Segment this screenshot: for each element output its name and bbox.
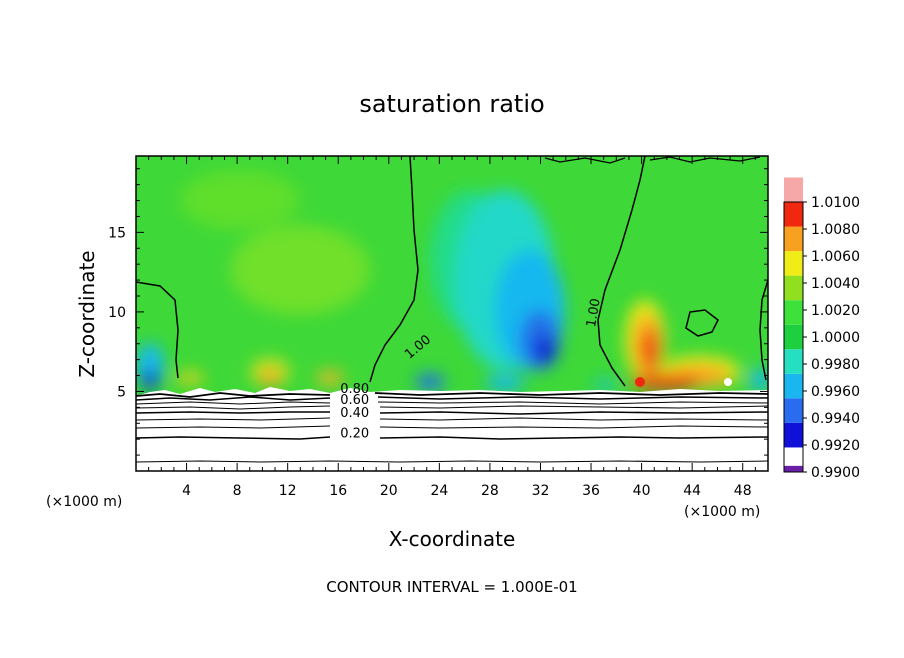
y-tick-label: 10: [108, 305, 126, 321]
y-tick-label: 15: [108, 225, 126, 241]
colorbar-swatch: [784, 300, 803, 325]
contour-label: 0.20: [340, 427, 369, 442]
x-tick-label: 36: [582, 483, 600, 499]
colorbar-swatch: [784, 349, 803, 374]
x-tick-label: 20: [380, 483, 398, 499]
colorbar-swatch: [784, 226, 803, 252]
contour-label: 1.00: [584, 297, 604, 328]
x-axis-ticks: 4 8 12 16 20 24 28 32 36 40 44 48: [148, 156, 756, 499]
colorbar-tick-label: 0.9960: [811, 384, 860, 400]
colorbar-tick-label: 1.0040: [811, 276, 860, 292]
colorbar-swatch: [784, 177, 803, 202]
colorbar-tick-label: 1.0060: [811, 249, 860, 265]
y-axis-ticks: 5 10 15: [108, 168, 768, 456]
chart-title: saturation ratio: [359, 90, 544, 118]
x-tick-label: 24: [430, 483, 448, 499]
colorbar-tick-label: 1.0000: [811, 330, 860, 346]
colorbar-swatch: [784, 465, 803, 472]
colorbar: 0.9900 0.9920 0.9940 0.9960 0.9980 1.0000 1.00…: [783, 177, 860, 481]
contour-label: 0.60: [340, 393, 369, 408]
x-tick-label: 12: [279, 483, 297, 499]
x-tick-label: 40: [633, 483, 651, 499]
x-tick-label: 16: [329, 483, 347, 499]
x-tick-label: 44: [683, 483, 701, 499]
colorbar-swatch: [784, 373, 803, 399]
contour-label: 0.80: [340, 382, 369, 397]
colorbar-swatch: [784, 202, 803, 227]
colorbar-swatch: [784, 398, 803, 423]
x-tick-label: 4: [182, 483, 191, 499]
y-tick-label: 5: [117, 384, 126, 400]
colorbar-swatch: [784, 324, 803, 350]
colorbar-tick-label: 1.0100: [811, 195, 860, 211]
x-units-label: (×1000 m): [684, 504, 760, 520]
colorbar-swatch: [784, 275, 803, 301]
contour-label: 0.40: [340, 406, 369, 421]
colorbar-tick-label: 0.9980: [811, 357, 860, 373]
y-units-label: (×1000 m): [46, 494, 122, 510]
x-tick-label: 48: [734, 483, 752, 499]
x-tick-label: 8: [233, 483, 242, 499]
x-tick-label: 32: [532, 483, 550, 499]
colorbar-tick-label: 1.0020: [811, 303, 860, 319]
x-tick-label: 28: [481, 483, 499, 499]
colorbar-tick-label: 1.0080: [811, 222, 860, 238]
x-axis-title: X-coordinate: [389, 527, 516, 551]
colorbar-tick-label: 0.9900: [811, 465, 860, 481]
contour-interval-note: CONTOUR INTERVAL = 1.000E-01: [326, 578, 577, 596]
colorbar-swatch: [784, 422, 803, 448]
y-axis-title: Z-coordinate: [75, 250, 99, 377]
colorbar-tick-label: 0.9920: [811, 438, 860, 454]
colorbar-swatch: [784, 251, 803, 276]
heatmap-field: [136, 156, 768, 471]
colorbar-tick-label: 0.9940: [811, 411, 860, 427]
